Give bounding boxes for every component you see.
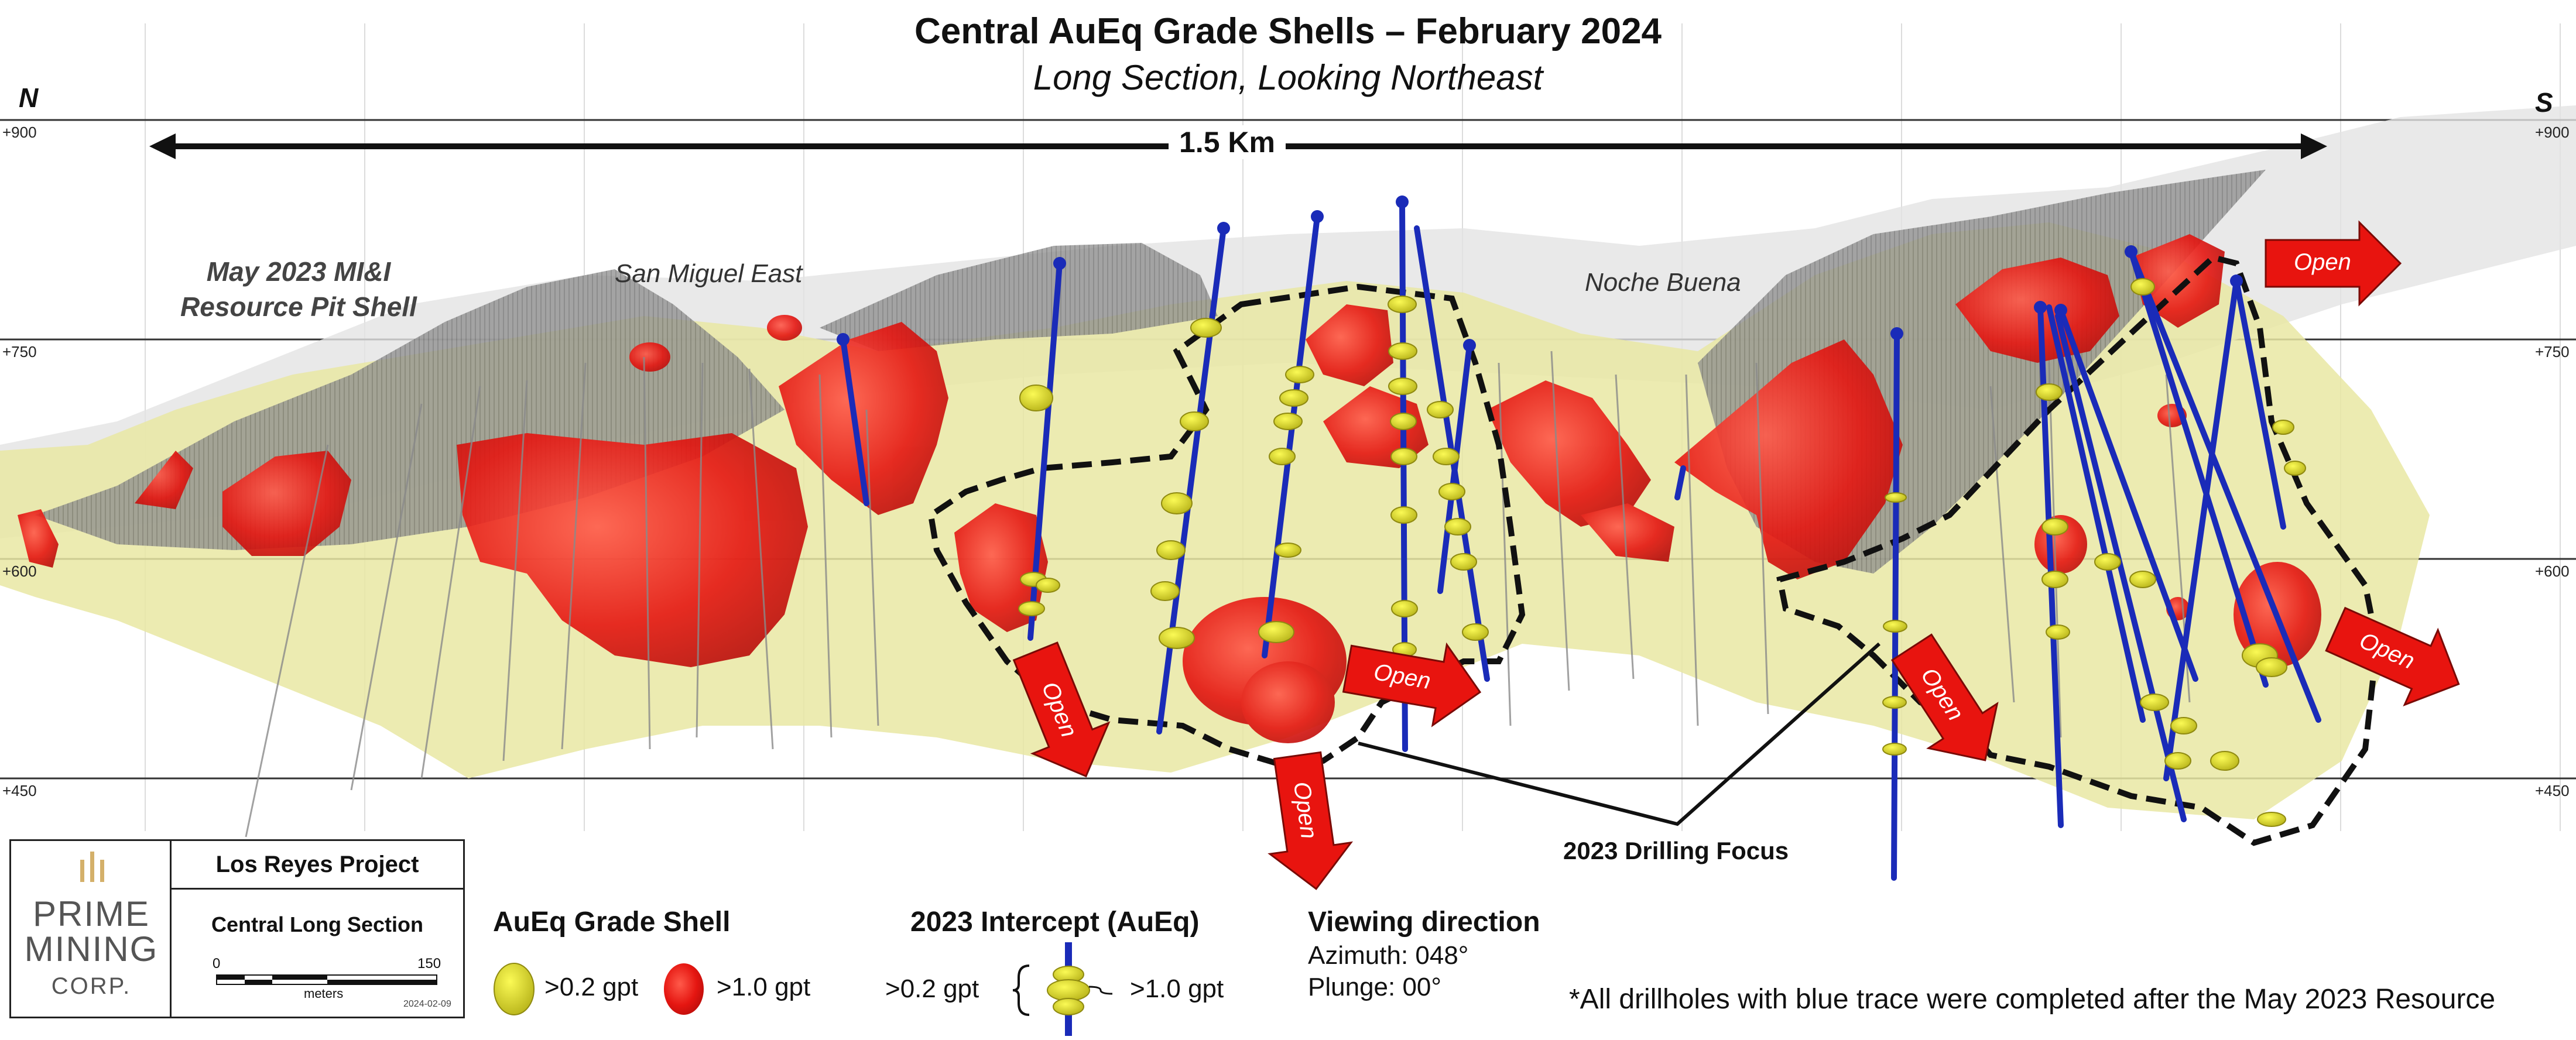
viewing-azimuth: Azimuth: 048°: [1308, 941, 1469, 970]
elevation-label-900: +900: [2, 123, 37, 141]
company-name-line3: CORP.: [51, 973, 132, 999]
area-label-san-miguel-east: San Miguel East: [615, 259, 803, 288]
legend-intercept-title: 2023 Intercept (AuEq): [910, 907, 1200, 938]
open-arrow-se: [2325, 606, 2460, 706]
legend-intercept-high-label: >1.0 gpt: [1130, 974, 1224, 1003]
elevation-label-450-right: +450: [2535, 782, 2570, 799]
project-block: Los Reyes Project Central Long Section 0…: [170, 839, 465, 1018]
logo-block: PRIME MINING CORP.: [9, 839, 173, 1018]
elevation-label-600: +600: [2, 562, 37, 580]
open-arrow-south-1: [1012, 641, 1111, 778]
legend-high-grade-swatch: [664, 963, 704, 1015]
scale-bar-label: 1.5 Km: [1169, 125, 1286, 159]
mini-scale-unit: meters: [304, 986, 344, 1001]
new-drill-traces: [840, 199, 2321, 881]
legend-low-grade-swatch: [494, 963, 535, 1015]
open-arrow-mid: [1342, 642, 1482, 727]
open-label-east: Open: [2294, 249, 2351, 275]
page-title: Central AuEq Grade Shells – February 202…: [914, 11, 1662, 52]
open-arrow-south-2: [1268, 751, 1354, 890]
elevation-label-600-right: +600: [2535, 562, 2570, 580]
company-name-line1: PRIME: [32, 894, 150, 933]
elevation-label-750: +750: [2, 343, 37, 361]
focus-callout-lines: [1358, 642, 1880, 826]
historic-drill-traces: [245, 351, 2191, 838]
open-arrow-east: [2265, 220, 2402, 307]
footnote: *All drillholes with blue trace were com…: [1569, 984, 2496, 1015]
north-label: N: [19, 83, 39, 113]
elevation-label-750-right: +750: [2535, 343, 2570, 361]
mini-scale-min: 0: [213, 956, 221, 972]
legend-intercept-symbol: [1012, 942, 1113, 1036]
section-name: Central Long Section: [211, 912, 424, 936]
pit-shell-label-line1: May 2023 MI&I: [206, 256, 391, 287]
page-subtitle: Long Section, Looking Northeast: [1033, 58, 1543, 97]
company-logo-mark: [80, 852, 105, 882]
legend-low-grade-label: >0.2 gpt: [544, 973, 639, 1001]
mini-scale-max: 150: [417, 956, 441, 972]
company-name-line2: MINING: [24, 929, 159, 969]
elevation-label-900-right: +900: [2535, 123, 2570, 141]
drill-collars: [837, 195, 2243, 352]
legend-intercept-low-label: >0.2 gpt: [885, 974, 979, 1003]
legend-high-grade-label: >1.0 gpt: [717, 973, 811, 1001]
open-arrow-south-3: [1890, 633, 1999, 761]
pit-shell-label: May 2023 MI&I Resource Pit Shell: [164, 255, 433, 325]
map-date: 2024-02-09: [403, 999, 451, 1009]
intercept-markers: [1018, 278, 2306, 827]
elevation-label-450: +450: [2, 782, 37, 799]
mini-scale-bar: [216, 974, 437, 985]
pit-shell: [820, 243, 1218, 351]
pit-shell-label-line2: Resource Pit Shell: [180, 291, 417, 322]
viewing-direction-title: Viewing direction: [1308, 907, 1540, 938]
area-label-noche-buena: Noche Buena: [1585, 268, 1741, 297]
south-label: S: [2535, 87, 2553, 118]
drilling-focus-label: 2023 Drilling Focus: [1563, 837, 1789, 864]
legend-grade-shell-title: AuEq Grade Shell: [493, 907, 731, 938]
project-name: Los Reyes Project: [172, 841, 463, 890]
viewing-plunge: Plunge: 00°: [1308, 973, 1441, 1001]
